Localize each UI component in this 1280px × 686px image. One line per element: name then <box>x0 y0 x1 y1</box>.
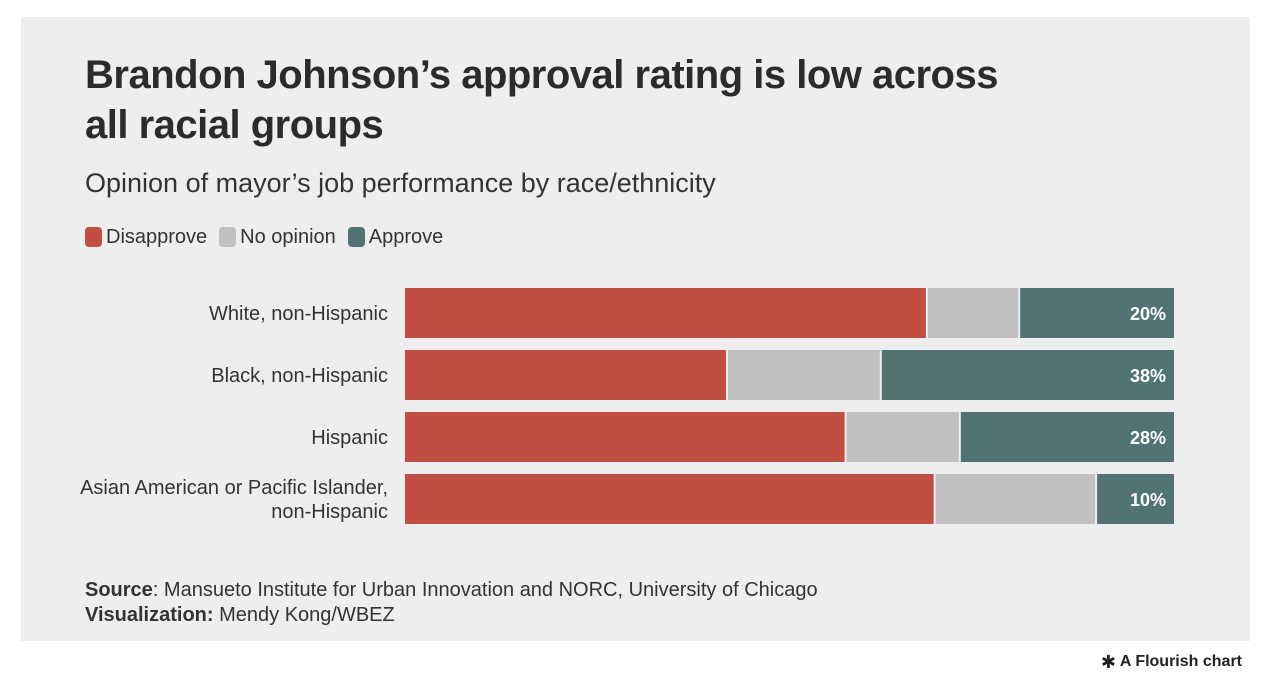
category-label: Black, non-Hispanic <box>211 365 388 387</box>
flourish-asterisk-icon: ✱ <box>1100 652 1116 672</box>
bar-segment-no-opinion[interactable] <box>846 412 959 462</box>
bar-segment-approve[interactable] <box>881 350 1174 400</box>
visualization-text: Mendy Kong/WBEZ <box>213 604 395 626</box>
source-text: : Mansueto Institute for Urban Innovatio… <box>152 579 818 601</box>
bar-segment-disapprove[interactable] <box>405 288 926 338</box>
bar-segment-no-opinion[interactable] <box>935 474 1096 524</box>
bar-segment-no-opinion[interactable] <box>927 288 1019 338</box>
bar-segment-disapprove[interactable] <box>405 350 726 400</box>
chart-legend: Disapprove No opinion Approve <box>85 224 455 250</box>
source-label: Source <box>85 579 153 601</box>
category-label: Asian American or Pacific Islander, non-H… <box>80 477 388 523</box>
legend-label: No opinion <box>240 225 336 248</box>
bar-segment-approve[interactable] <box>960 412 1174 462</box>
chart-subtitle: Opinion of mayor’s job performance by ra… <box>85 168 716 198</box>
visualization-line: Visualization: Mendy Kong/WBEZ <box>85 603 818 628</box>
chart-footer: Source: Mansueto Institute for Urban Inn… <box>85 578 818 628</box>
bar-segment-approve[interactable] <box>1020 288 1174 338</box>
bar-segment-no-opinion[interactable] <box>727 350 880 400</box>
bar-segment-disapprove[interactable] <box>405 412 845 462</box>
category-label: Hispanic <box>311 427 388 449</box>
visualization-label: Visualization: <box>85 604 214 626</box>
source-line: Source: Mansueto Institute for Urban Inn… <box>85 578 818 603</box>
data-label: 38% <box>1130 366 1166 386</box>
chart-title: Brandon Johnson’s approval rating is low… <box>85 53 998 147</box>
legend-item-2[interactable]: Approve <box>347 225 444 249</box>
bar-segment-approve[interactable] <box>1097 474 1174 524</box>
legend-item-1[interactable]: No opinion <box>219 226 336 249</box>
legend-swatch <box>347 227 365 247</box>
data-label: 20% <box>1130 304 1166 324</box>
bar-segment-disapprove[interactable] <box>405 474 934 524</box>
legend-item-0[interactable]: Disapprove <box>85 226 207 249</box>
flourish-label: A Flourish chart <box>1119 653 1242 670</box>
legend-swatch <box>85 227 102 247</box>
legend-label: Approve <box>368 225 444 248</box>
legend-label: Disapprove <box>106 225 208 248</box>
data-label: 28% <box>1130 428 1166 448</box>
legend-swatch <box>219 227 237 247</box>
category-label: White, non-Hispanic <box>209 303 388 325</box>
flourish-badge[interactable]: ✱ A Flourish chart <box>1101 653 1242 671</box>
data-label: 10% <box>1130 490 1166 510</box>
